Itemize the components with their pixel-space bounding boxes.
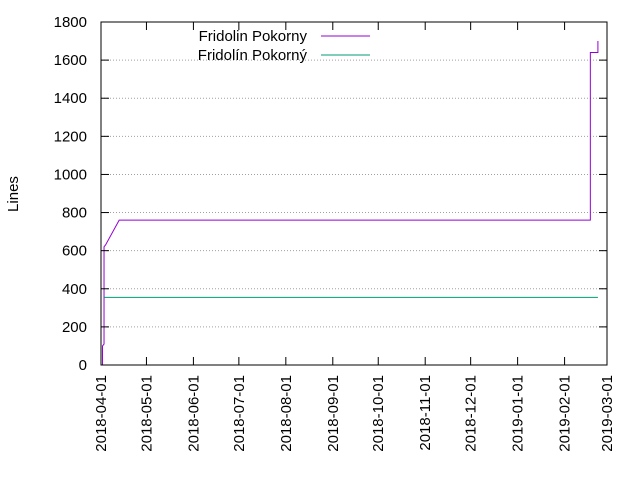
legend-label-2: Fridolín Pokorný [198,47,308,64]
x-tick-label: 2018-11-01 [417,375,434,451]
x-tick-label: 2018-06-01 [185,375,202,452]
x-tick-label: 2019-03-01 [599,375,616,452]
plot-border [100,21,608,366]
y-tick-label: 0 [79,357,87,374]
y-tick-label: 1600 [54,52,87,69]
x-tick-label: 2018-05-01 [138,375,155,452]
x-tick-label: 2018-08-01 [278,375,295,452]
x-tick-label: 2018-04-01 [93,375,110,452]
y-tick-label: 1000 [54,166,87,183]
x-tick-label: 2018-09-01 [325,375,342,452]
series-lines [102,41,599,365]
y-tick-label: 1800 [54,14,87,31]
y-tick-label: 200 [62,319,87,336]
y-tick-label: 400 [62,281,87,298]
legend: Fridolin Pokorny Fridolín Pokorný [198,28,370,64]
y-axis-label: Lines [5,176,22,212]
y-tick-label: 800 [62,205,87,222]
x-tick-label: 2019-01-01 [510,375,527,452]
series-line-1 [102,41,599,365]
y-tick-label: 1400 [54,90,87,107]
gridlines [101,59,607,328]
x-tick-label: 2018-10-01 [370,375,387,452]
x-tick-label: 2018-07-01 [231,375,248,452]
axis-ticks: 0 200 400 600 800 1000 1200 1400 1600 1800 2018-04… [54,14,616,452]
legend-label-1: Fridolin Pokorny [199,28,308,45]
x-tick-label: 2019-02-01 [557,375,574,452]
y-tick-label: 600 [62,243,87,260]
y-tick-label: 1200 [54,128,87,145]
x-tick-label: 2018-12-01 [463,375,480,452]
